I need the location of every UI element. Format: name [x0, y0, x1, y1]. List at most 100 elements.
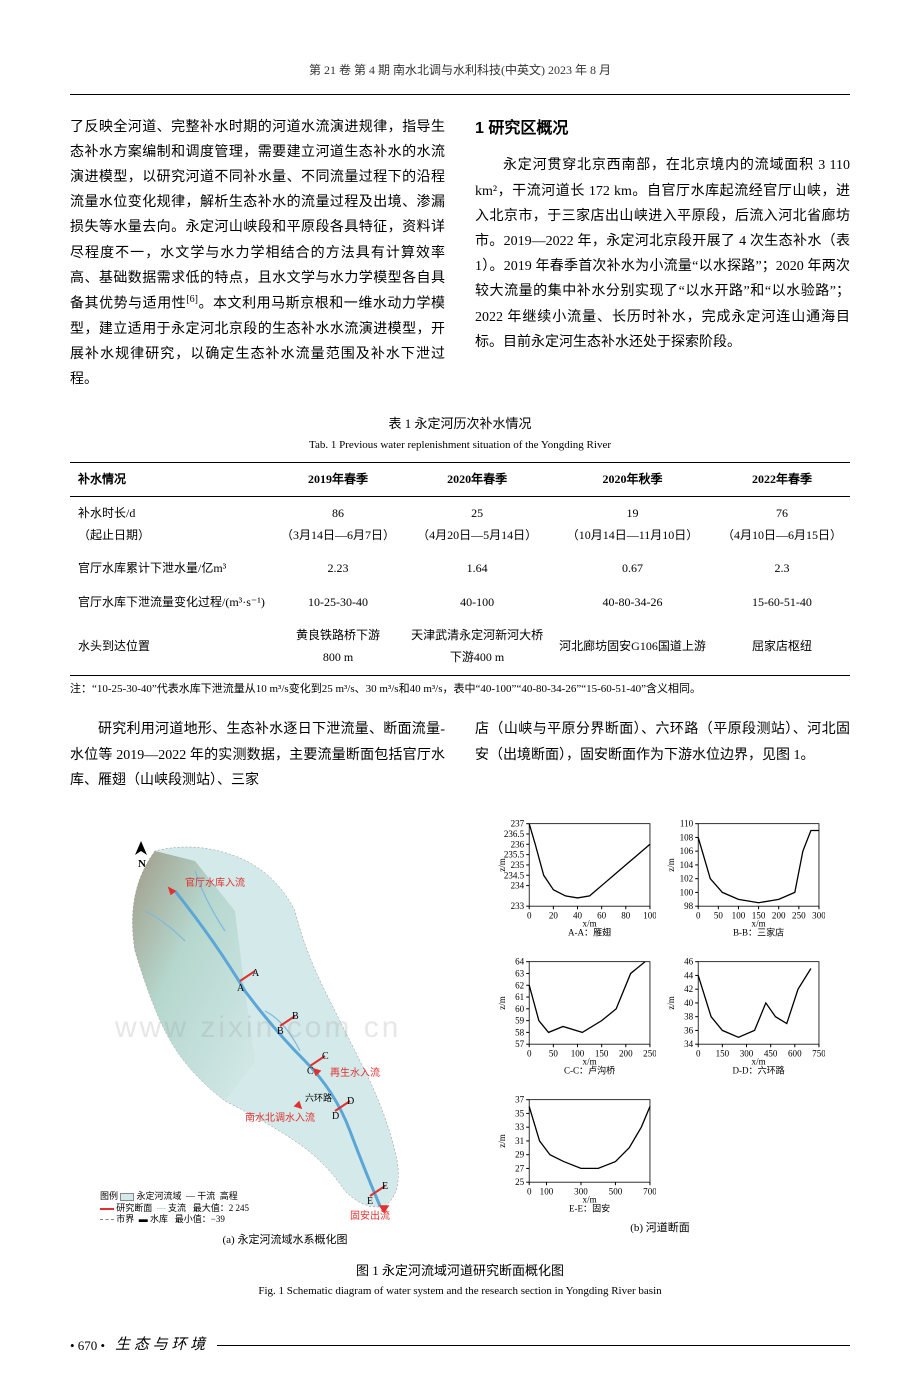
table-cell: 0.67: [551, 552, 714, 586]
svg-text:59: 59: [515, 1016, 525, 1026]
svg-text:37: 37: [515, 1095, 525, 1105]
svg-text:z/m: z/m: [497, 858, 507, 872]
svg-text:237: 237: [511, 819, 525, 829]
left-para-1: 了反映全河道、完整补水时期的河道水流演进规律，指导生态补水方案编制和调度管理，需…: [70, 115, 445, 393]
svg-text:62: 62: [515, 980, 525, 990]
mid-right-para: 店（山峡与平原分界断面）、六环路（平原段测站）、河北固安（出境断面），固安断面作…: [475, 717, 850, 767]
table-cell: 40-80-34-26: [551, 586, 714, 620]
map-label-south: 南水北调水入流: [245, 1111, 315, 1124]
svg-text:46: 46: [684, 957, 694, 967]
svg-text:61: 61: [515, 992, 524, 1002]
svg-text:60: 60: [515, 1004, 525, 1014]
table-row: 水头到达位置黄良铁路桥下游 800 m天津武清永定河新河大桥 下游400 m河北…: [70, 619, 850, 675]
svg-text:235.5: 235.5: [504, 850, 525, 860]
svg-text:600: 600: [788, 1048, 802, 1058]
svg-text:200: 200: [772, 910, 786, 920]
mini-chart-B: 05010015020025030098100102104106108110 x…: [664, 811, 825, 941]
svg-text:700: 700: [643, 1186, 656, 1196]
svg-text:z/m: z/m: [666, 996, 676, 1010]
table-row: 官厅水库下泄流量变化过程/(m³·s⁻¹)10-25-30-4040-10040…: [70, 586, 850, 620]
charts-panel-wrapper: 020406080100233234234.5235235.5236236.52…: [495, 811, 825, 1251]
map-panel: A A B B C C D D E E 官厅水库入流 南水北调水入流 再生水入流…: [95, 811, 475, 1251]
svg-text:750: 750: [812, 1048, 825, 1058]
table-col: 2020年春季: [403, 462, 551, 497]
table-cell: 1.64: [403, 552, 551, 586]
svg-text:20: 20: [549, 910, 559, 920]
svg-text:60: 60: [597, 910, 607, 920]
svg-text:235: 235: [511, 860, 525, 870]
map-svg: A A B B C C D D E E 官厅水库入流 南水北调水入流 再生水入流…: [95, 811, 475, 1251]
svg-text:C-C：卢沟桥: C-C：卢沟桥: [564, 1064, 615, 1075]
fig1-caption-en: Fig. 1 Schematic diagram of water system…: [70, 1282, 850, 1302]
page-footer: • 670 • 生 态 与 环 境: [70, 1332, 850, 1359]
table1-note: 注：“10-25-30-40”代表水库下泄流量从10 m³/s变化到25 m³/…: [70, 680, 850, 700]
svg-text:六环路: 六环路: [305, 1092, 332, 1103]
svg-text:25: 25: [515, 1177, 525, 1187]
map-label-guanting: 官厅水库入流: [185, 876, 245, 889]
svg-text:B: B: [277, 1026, 284, 1037]
mid-left: 研究利用河道地形、生态补水逐日下泄流量、断面流量-水位等 2019—2022 年…: [70, 717, 445, 793]
svg-text:106: 106: [680, 846, 694, 856]
svg-text:0: 0: [696, 910, 701, 920]
table-col: 2022年春季: [714, 462, 850, 497]
svg-text:500: 500: [609, 1186, 623, 1196]
svg-text:E: E: [382, 1181, 388, 1192]
svg-text:236.5: 236.5: [504, 829, 525, 839]
svg-text:200: 200: [619, 1048, 633, 1058]
svg-text:0: 0: [527, 910, 532, 920]
map-label-guanout: 固安出流: [350, 1209, 390, 1222]
footer-rule: [217, 1345, 850, 1346]
svg-text:N: N: [138, 858, 146, 870]
svg-text:64: 64: [515, 957, 525, 967]
left-column: 了反映全河道、完整补水时期的河道水流演进规律，指导生态补水方案编制和调度管理，需…: [70, 115, 445, 393]
svg-text:38: 38: [684, 1012, 694, 1022]
svg-text:B-B：三家店: B-B：三家店: [733, 926, 784, 937]
svg-text:E: E: [367, 1196, 373, 1207]
fig1-sub-b: (b) 河道断面: [495, 1219, 825, 1239]
map-label-recycled: 再生水入流: [330, 1066, 380, 1079]
svg-text:0: 0: [696, 1048, 701, 1058]
svg-text:233: 233: [511, 901, 525, 911]
svg-text:450: 450: [764, 1048, 778, 1058]
svg-text:104: 104: [680, 860, 694, 870]
mini-chart-E: 010030050070025272931333537 x/m z/m E-E：…: [495, 1087, 656, 1217]
svg-text:A: A: [237, 983, 245, 994]
table-cell: 水头到达位置: [70, 619, 273, 675]
right-para-1: 永定河贯穿北京西南部，在北京境内的流域面积 3 110 km²，干流河道长 17…: [475, 153, 850, 355]
table-cell: 官厅水库累计下泄水量/亿m³: [70, 552, 273, 586]
svg-text:150: 150: [595, 1048, 609, 1058]
svg-text:50: 50: [714, 910, 724, 920]
table-cell: 25 （4月20日—5月14日）: [403, 497, 551, 553]
table-cell: 河北廊坊固安G106国道上游: [551, 619, 714, 675]
svg-text:D: D: [347, 1096, 354, 1107]
footer-category: 生 态 与 环 境: [115, 1332, 205, 1359]
svg-text:z/m: z/m: [497, 996, 507, 1010]
mid-right: 店（山峡与平原分界断面）、六环路（平原段测站）、河北固安（出境断面），固安断面作…: [475, 717, 850, 793]
svg-text:100: 100: [680, 887, 694, 897]
header-text: 第 21 卷 第 4 期 南水北调与水利科技(中英文) 2023 年 8 月: [309, 63, 611, 77]
svg-text:42: 42: [684, 984, 694, 994]
svg-text:236: 236: [511, 839, 525, 849]
svg-text:40: 40: [684, 998, 694, 1008]
svg-text:300: 300: [812, 910, 825, 920]
svg-text:100: 100: [643, 910, 656, 920]
table-row: 官厅水库累计下泄水量/亿m³2.231.640.672.3: [70, 552, 850, 586]
cross-section-chart: 015030045060075034363840424446 x/m z/m D…: [664, 949, 825, 1079]
svg-text:0: 0: [527, 1186, 532, 1196]
table-cell: 76 （4月10日—6月15日）: [714, 497, 850, 553]
table-col: 补水情况: [70, 462, 273, 497]
mini-chart-C: 0501001502002505758596061626364 x/m z/m …: [495, 949, 656, 1079]
page-number: • 670 •: [70, 1334, 105, 1357]
svg-text:80: 80: [621, 910, 631, 920]
svg-text:36: 36: [684, 1025, 694, 1035]
svg-text:34: 34: [684, 1039, 694, 1049]
svg-text:z/m: z/m: [497, 1134, 507, 1148]
body-columns: 了反映全河道、完整补水时期的河道水流演进规律，指导生态补水方案编制和调度管理，需…: [70, 115, 850, 393]
svg-text:100: 100: [540, 1186, 554, 1196]
table-cell: 10-25-30-40: [273, 586, 403, 620]
svg-text:150: 150: [716, 1048, 730, 1058]
mini-chart-D: 015030045060075034363840424446 x/m z/m D…: [664, 949, 825, 1079]
table1-caption-en: Tab. 1 Previous water replenishment situ…: [70, 436, 850, 456]
section-title-1: 1 研究区概况: [475, 115, 850, 144]
svg-text:D: D: [332, 1111, 339, 1122]
